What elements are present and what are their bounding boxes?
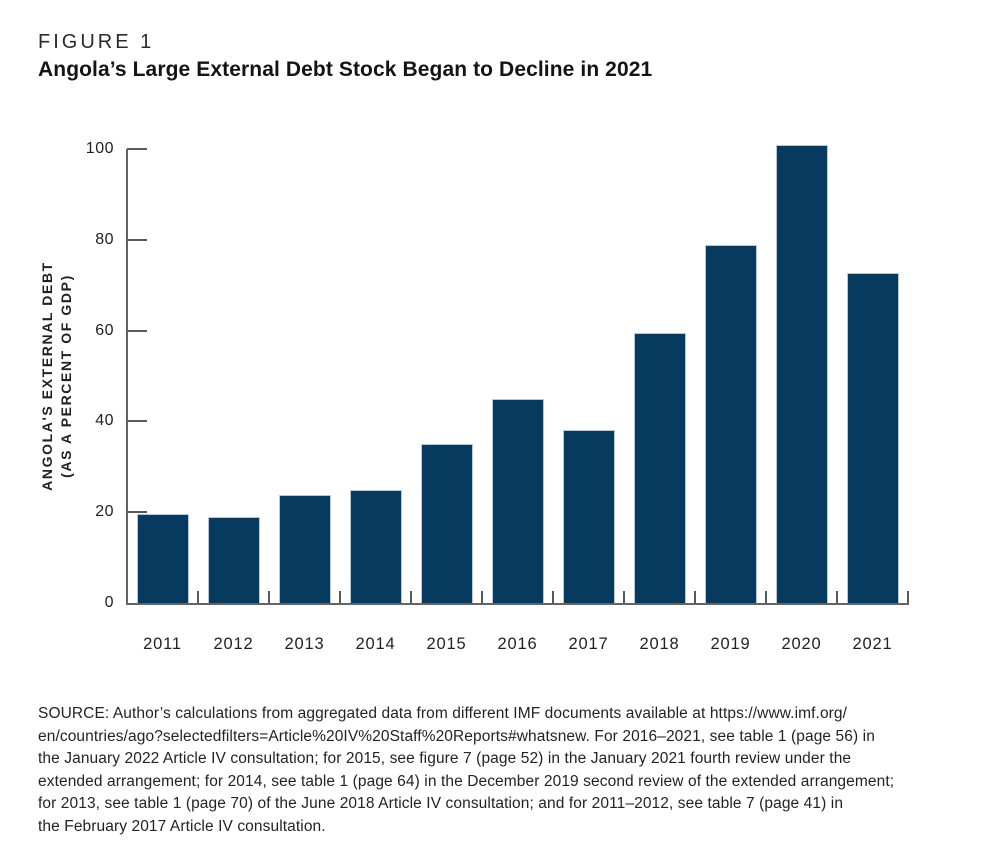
x-category-label: 2019 xyxy=(710,635,751,653)
bar-2019 xyxy=(704,245,757,603)
source-note-line: en/countries/ago?selectedfilters=Article… xyxy=(38,727,875,745)
x-axis-tick xyxy=(623,591,625,603)
source-note-line: extended arrangement; for 2014, see tabl… xyxy=(38,772,895,790)
bar-2017 xyxy=(562,429,615,603)
x-category-label: 2017 xyxy=(568,635,609,653)
x-category-label: 2012 xyxy=(213,635,254,653)
source-note-line: the February 2017 Article IV consultatio… xyxy=(38,817,326,835)
x-axis-tick xyxy=(765,591,767,603)
x-category-label: 2016 xyxy=(497,635,538,653)
bar-2021 xyxy=(846,273,899,603)
bar-2020 xyxy=(775,145,828,603)
y-axis-tick xyxy=(127,238,147,241)
x-category-label: 2013 xyxy=(284,635,325,653)
x-axis-tick xyxy=(339,591,341,603)
plot-area: 0 20 40 60 80 100 2011 2012 2013 2014 2015 2016 2017… xyxy=(86,141,909,653)
y-axis-title-rotated: ANGOLA'S EXTERNAL DEBT (AS A PERCENT OF … xyxy=(36,149,78,603)
y-tick-label: 100 xyxy=(85,140,114,157)
x-axis-tick xyxy=(836,591,838,603)
y-tick-label: 60 xyxy=(95,321,114,339)
x-axis-line xyxy=(126,603,909,605)
bar-2015 xyxy=(420,444,473,603)
x-axis-tick xyxy=(552,591,554,603)
x-axis-tick xyxy=(410,591,412,603)
x-axis-tick xyxy=(694,591,696,603)
x-axis-tick xyxy=(268,591,270,603)
source-note-line: for 2013, see table 1 (page 70) of the J… xyxy=(38,795,844,813)
x-axis-tick xyxy=(197,591,199,603)
y-axis-line xyxy=(126,149,128,605)
y-axis-tick xyxy=(127,148,147,150)
source-note-line: SOURCE: Author’s calculations from aggre… xyxy=(38,705,848,722)
y-axis-tick xyxy=(127,329,147,332)
y-tick-label: 40 xyxy=(95,412,114,430)
x-category-label: 2021 xyxy=(852,635,893,653)
x-category-label: 2015 xyxy=(426,635,467,653)
bar-2012 xyxy=(207,516,260,603)
x-category-label: 2011 xyxy=(143,635,182,653)
bar-2011 xyxy=(136,513,189,603)
bar-2014 xyxy=(349,489,402,603)
x-category-label: 2014 xyxy=(355,635,396,653)
y-tick-label: 80 xyxy=(95,230,114,248)
x-category-label: 2018 xyxy=(639,635,680,653)
bar-2013 xyxy=(278,495,331,603)
x-axis-tick xyxy=(907,591,909,603)
y-tick-label: 20 xyxy=(95,503,114,521)
figure-label: FIGURE 1 xyxy=(38,31,155,53)
y-axis-title-line1: ANGOLA'S EXTERNAL DEBT xyxy=(39,261,55,491)
y-axis-tick xyxy=(127,420,147,423)
source-note-line: the January 2022 Article IV consultation… xyxy=(38,750,852,768)
figure-title: Angola’s Large External Debt Stock Began… xyxy=(38,58,653,81)
y-axis-title: ANGOLA'S EXTERNAL DEBT (AS A PERCENT OF … xyxy=(36,149,78,603)
y-axis-title-line2: (AS A PERCENT OF GDP) xyxy=(58,274,74,478)
x-axis-tick xyxy=(481,591,483,603)
source-note: SOURCE: Author’s calculations from aggre… xyxy=(38,703,970,839)
y-tick-label: 0 xyxy=(104,594,114,611)
bar-2016 xyxy=(491,398,544,603)
bar-2018 xyxy=(633,333,686,603)
x-category-label: 2020 xyxy=(781,635,822,653)
y-axis-tick xyxy=(127,511,147,514)
